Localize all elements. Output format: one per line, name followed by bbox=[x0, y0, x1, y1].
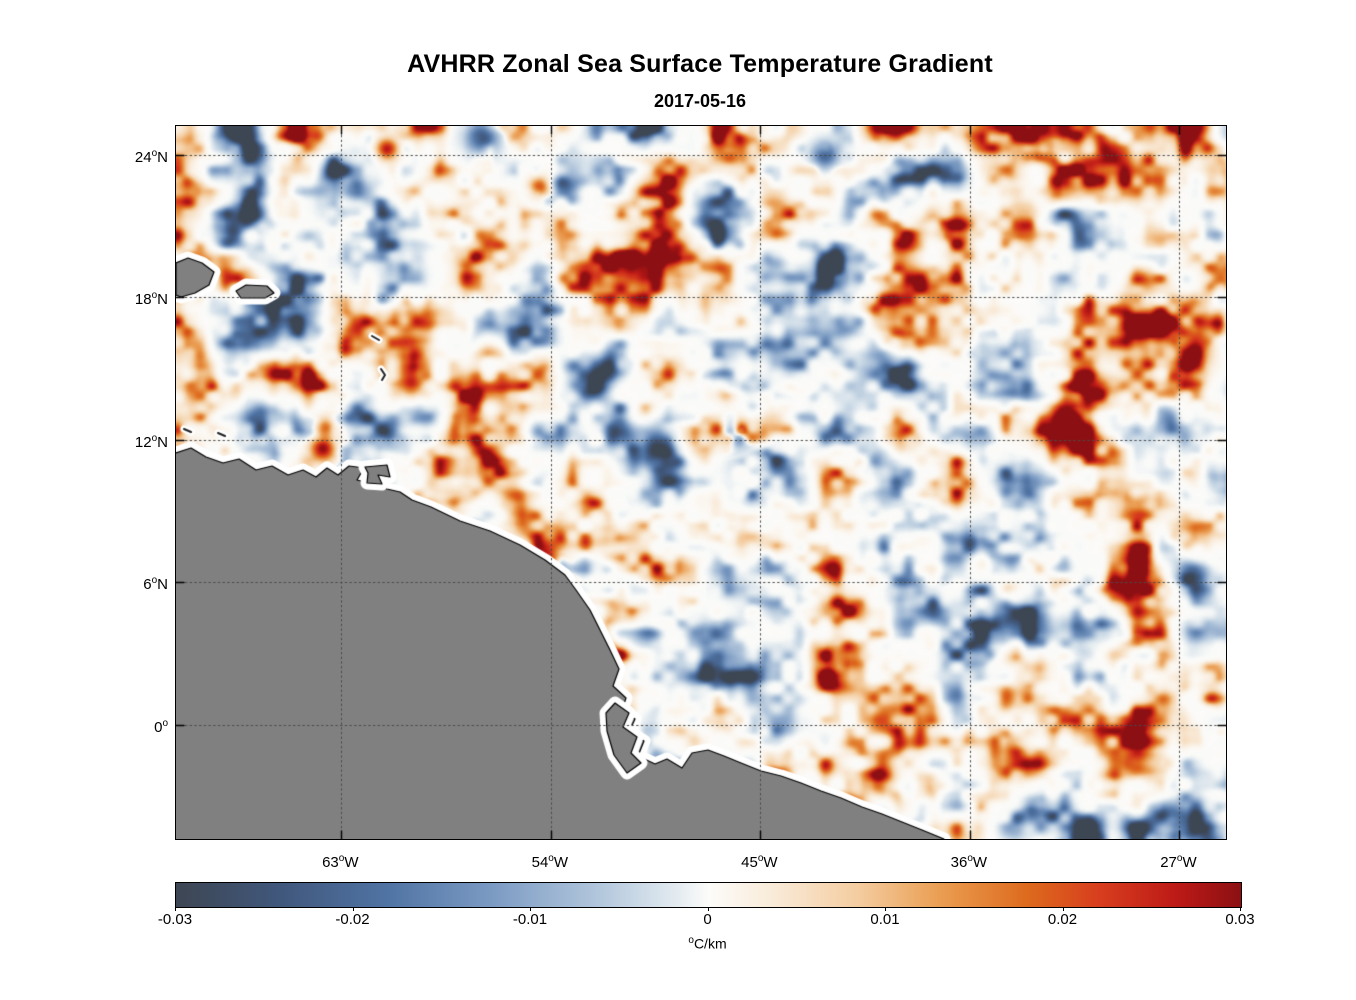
colorbar-tick-label: 0.01 bbox=[870, 911, 900, 928]
colorbar-tick-label: 0.03 bbox=[1225, 911, 1255, 928]
units-text: C/km bbox=[693, 935, 727, 952]
colorbar-tick-mark bbox=[175, 907, 176, 911]
colorbar-tick-mark bbox=[352, 907, 354, 911]
y-tick-label: 0o bbox=[154, 717, 168, 736]
y-tick-label: 24oN bbox=[134, 147, 168, 166]
colorbar-gradient bbox=[175, 882, 1242, 908]
x-tick-label: 45oW bbox=[741, 853, 778, 871]
y-tick-label: 18oN bbox=[134, 290, 168, 309]
chart-date: 2017-05-16 bbox=[653, 91, 747, 111]
y-tick-label: 6oN bbox=[143, 575, 168, 594]
colorbar-tick-label: -0.02 bbox=[335, 911, 370, 928]
y-tick-label: 12oN bbox=[134, 432, 168, 451]
sst-gradient-heatmap bbox=[176, 126, 1226, 839]
map-plot bbox=[175, 125, 1227, 840]
colorbar-tick-label: 0.02 bbox=[1047, 911, 1078, 928]
colorbar-tick-mark bbox=[1240, 907, 1241, 911]
colorbar-tick-mark bbox=[707, 907, 709, 911]
colorbar-tick-label: -0.01 bbox=[512, 911, 548, 928]
colorbar-tick-mark bbox=[885, 907, 886, 911]
chart-title: AVHRR Zonal Sea Surface Temperature Grad… bbox=[407, 50, 993, 78]
x-tick-label: 54oW bbox=[531, 853, 569, 871]
x-tick-label: 27oW bbox=[1160, 853, 1197, 871]
colorbar-tick-mark bbox=[530, 907, 531, 911]
colorbar-tick-mark bbox=[1062, 907, 1064, 911]
degree-sup: o bbox=[688, 935, 694, 946]
x-tick-label: 36oW bbox=[950, 853, 988, 871]
x-tick-label: 63oW bbox=[322, 853, 359, 871]
colorbar-tick-label: -0.03 bbox=[157, 911, 193, 928]
colorbar-units-label: oC/km bbox=[175, 932, 1240, 953]
colorbar-tick-label: 0 bbox=[703, 911, 712, 928]
